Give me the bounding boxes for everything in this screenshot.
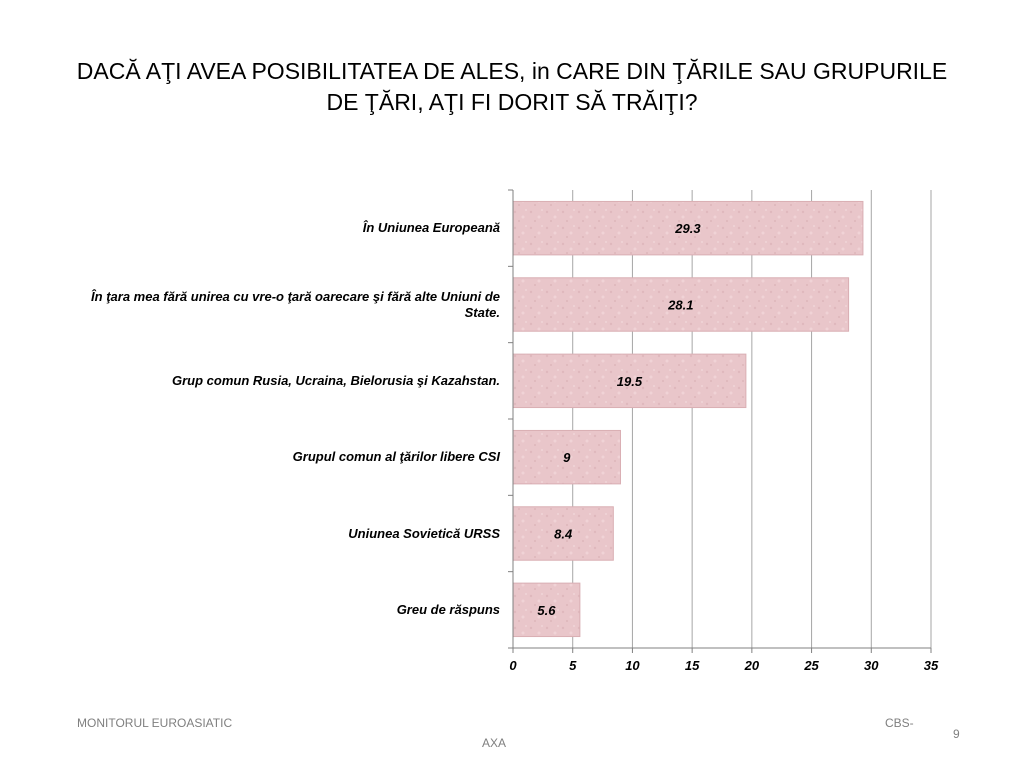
x-tick-label: 30 bbox=[864, 658, 879, 673]
category-label: Grup comun Rusia, Ucraina, Bielorusia şi… bbox=[172, 372, 500, 388]
footer-org-part1: CBS- bbox=[885, 716, 914, 730]
bar bbox=[512, 277, 850, 332]
category-label: Greu de răspuns bbox=[396, 601, 500, 617]
bars: 29.3 28.1 19.5 9 8.4 5.6 bbox=[512, 200, 864, 638]
category-label: În Uniunea Europeană bbox=[362, 220, 500, 236]
category-label: Grupul comun al ţărilor libere CSI bbox=[292, 449, 500, 465]
bar bbox=[512, 200, 864, 256]
footer-org-part2: AXA bbox=[482, 736, 507, 750]
x-tick-labels: 0 5 10 15 20 25 30 35 bbox=[509, 658, 939, 673]
x-tick-label: 10 bbox=[625, 658, 640, 673]
grid-lines bbox=[572, 190, 932, 648]
x-tick-label: 35 bbox=[924, 658, 939, 673]
bar-value-label: 8.4 bbox=[554, 527, 573, 542]
footer-source: MONITORUL EUROASIATIC bbox=[77, 716, 233, 730]
x-tick-label: 5 bbox=[569, 658, 577, 673]
page-number: 9 bbox=[953, 727, 960, 741]
bar-value-label: 29.3 bbox=[674, 221, 701, 236]
x-tick-label: 15 bbox=[685, 658, 700, 673]
bar bbox=[512, 506, 614, 561]
category-label: În ţara mea fără unirea cu vre-o ţară oa… bbox=[91, 288, 500, 320]
x-tick-label: 20 bbox=[744, 658, 760, 673]
x-tick-label: 0 bbox=[509, 658, 517, 673]
x-tick-label: 25 bbox=[803, 658, 819, 673]
axes bbox=[508, 189, 932, 653]
category-label: Uniunea Sovietică URSS bbox=[348, 525, 500, 541]
bar bbox=[512, 582, 581, 638]
bar-value-label: 19.5 bbox=[617, 374, 643, 389]
bar-value-label: 9 bbox=[563, 450, 571, 465]
slide-title: DACĂ AŢI AVEA POSIBILITATEA DE ALES, in … bbox=[76, 58, 948, 115]
bar-value-label: 5.6 bbox=[537, 603, 556, 618]
bar-value-label: 28.1 bbox=[667, 298, 693, 313]
